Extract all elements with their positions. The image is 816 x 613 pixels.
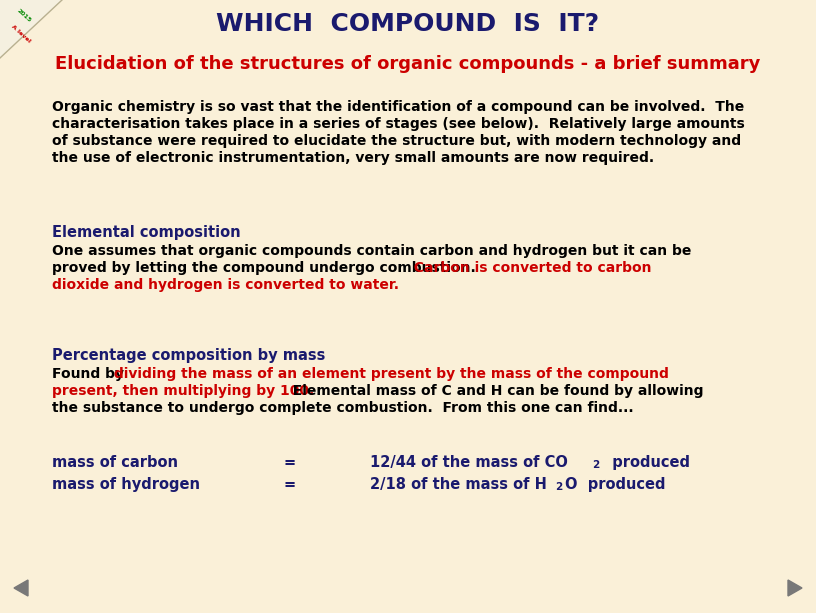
Text: O  produced: O produced [565,477,666,492]
Text: 2: 2 [555,482,562,492]
Text: Found by: Found by [52,367,124,381]
Text: characterisation takes place in a series of stages (see below).  Relatively larg: characterisation takes place in a series… [52,117,745,131]
Text: One assumes that organic compounds contain carbon and hydrogen but it can be: One assumes that organic compounds conta… [52,244,691,258]
Text: proved by letting the compound undergo combustion.: proved by letting the compound undergo c… [52,261,476,275]
Text: Elucidation of the structures of organic compounds - a brief summary: Elucidation of the structures of organic… [55,55,761,73]
Text: 2015: 2015 [16,8,33,23]
Polygon shape [0,0,62,58]
Text: 12/44 of the mass of CO: 12/44 of the mass of CO [370,455,568,470]
Text: WHICH  COMPOUND  IS  IT?: WHICH COMPOUND IS IT? [216,12,600,36]
Text: =: = [284,455,296,470]
Text: Organic chemistry is so vast that the identification of a compound can be involv: Organic chemistry is so vast that the id… [52,100,744,114]
Polygon shape [14,580,28,596]
Text: dioxide and hydrogen is converted to water.: dioxide and hydrogen is converted to wat… [52,278,399,292]
Text: mass of carbon: mass of carbon [52,455,178,470]
Text: =: = [284,477,296,492]
Text: the substance to undergo complete combustion.  From this one can find...: the substance to undergo complete combus… [52,401,634,415]
Text: the use of electronic instrumentation, very small amounts are now required.: the use of electronic instrumentation, v… [52,151,654,165]
Text: present, then multiplying by 100.: present, then multiplying by 100. [52,384,314,398]
Text: Percentage composition by mass: Percentage composition by mass [52,348,326,363]
Text: 2/18 of the mass of H: 2/18 of the mass of H [370,477,547,492]
Polygon shape [788,580,802,596]
Text: Elemental composition: Elemental composition [52,225,241,240]
Text: A level: A level [10,24,31,44]
Text: 2: 2 [592,460,599,470]
Text: of substance were required to elucidate the structure but, with modern technolog: of substance were required to elucidate … [52,134,741,148]
Text: produced: produced [602,455,690,470]
Text: dividing the mass of an element present by the mass of the compound: dividing the mass of an element present … [109,367,669,381]
Text: Elemental mass of C and H can be found by allowing: Elemental mass of C and H can be found b… [283,384,703,398]
Text: Carbon is converted to carbon: Carbon is converted to carbon [404,261,651,275]
Text: mass of hydrogen: mass of hydrogen [52,477,200,492]
